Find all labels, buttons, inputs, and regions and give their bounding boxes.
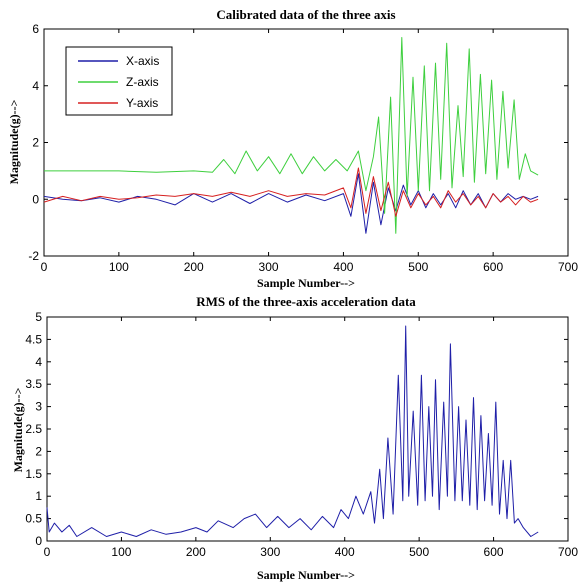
y-tick-label: 1 (35, 489, 42, 503)
bottom-chart-title: RMS of the three-axis acceleration data (196, 294, 416, 309)
y-tick-label: 4 (32, 79, 39, 93)
y-tick-label: 2.5 (25, 422, 42, 436)
x-tick-label: 200 (186, 545, 206, 559)
x-tick-label: 500 (408, 260, 428, 274)
y-tick-label: 0 (35, 534, 42, 548)
y-tick-label: 2 (32, 136, 39, 150)
y-tick-label: 3.5 (25, 377, 42, 391)
legend-label-x-axis: X-axis (126, 54, 159, 68)
y-tick-label: 6 (32, 22, 39, 36)
top-y-axis-label: Magnitude(g)--> (7, 99, 21, 184)
series-line-series-0 (46, 325, 539, 537)
bottom-y-axis-label: Magnitude(g)--> (11, 387, 25, 472)
x-tick-label: 500 (409, 545, 429, 559)
series-line-z-axis (44, 37, 539, 234)
y-tick-label: 0.5 (25, 512, 42, 526)
x-tick-label: 0 (44, 545, 51, 559)
rms-chart: RMS of the three-axis acceleration data … (11, 294, 578, 582)
x-tick-label: 100 (111, 545, 131, 559)
y-tick-label: 4 (35, 355, 42, 369)
y-tick-label: 3 (35, 400, 42, 414)
x-tick-label: 600 (484, 545, 504, 559)
x-tick-label: 700 (558, 545, 578, 559)
x-tick-label: 400 (333, 260, 353, 274)
legend-item-y-axis: Y-axis (78, 96, 158, 110)
bottom-y-ticks: 0 0.5 1 1.5 2 2.5 3 3.5 4 4.5 5 (25, 310, 568, 548)
x-tick-label: 300 (260, 545, 280, 559)
top-y-ticks: -2 0 2 4 6 (28, 22, 568, 263)
top-x-ticks: 0 100 200 300 400 500 600 700 (41, 29, 578, 274)
x-tick-label: 700 (558, 260, 578, 274)
y-tick-label: 1.5 (25, 467, 42, 481)
bottom-series-lines (46, 325, 539, 537)
top-chart-title: Calibrated data of the three axis (216, 7, 395, 22)
top-x-axis-label: Sample Number--> (257, 276, 355, 290)
bottom-x-ticks: 0 100 200 300 400 500 600 700 (44, 317, 578, 559)
x-tick-label: 0 (41, 260, 48, 274)
y-tick-label: 5 (35, 310, 42, 324)
legend-item-x-axis: X-axis (78, 54, 159, 68)
calibrated-data-chart: Calibrated data of the three axis 0 100 20… (7, 7, 578, 290)
legend-label-z-axis: Z-axis (126, 75, 159, 89)
legend-label-y-axis: Y-axis (126, 96, 158, 110)
series-line-y-axis (43, 167, 539, 217)
legend: X-axis Z-axis Y-axis (65, 46, 173, 116)
x-tick-label: 300 (259, 260, 279, 274)
legend-item-z-axis: Z-axis (78, 75, 159, 89)
top-series-lines (43, 37, 539, 234)
x-tick-label: 200 (184, 260, 204, 274)
x-tick-label: 600 (483, 260, 503, 274)
x-tick-label: 400 (335, 545, 355, 559)
bottom-x-axis-label: Sample Number--> (257, 568, 355, 582)
y-tick-label: 4.5 (25, 332, 42, 346)
y-tick-label: -2 (28, 249, 39, 263)
bottom-plot-frame (46, 316, 569, 542)
y-tick-label: 0 (32, 192, 39, 206)
y-tick-label: 2 (35, 444, 42, 458)
x-tick-label: 100 (109, 260, 129, 274)
